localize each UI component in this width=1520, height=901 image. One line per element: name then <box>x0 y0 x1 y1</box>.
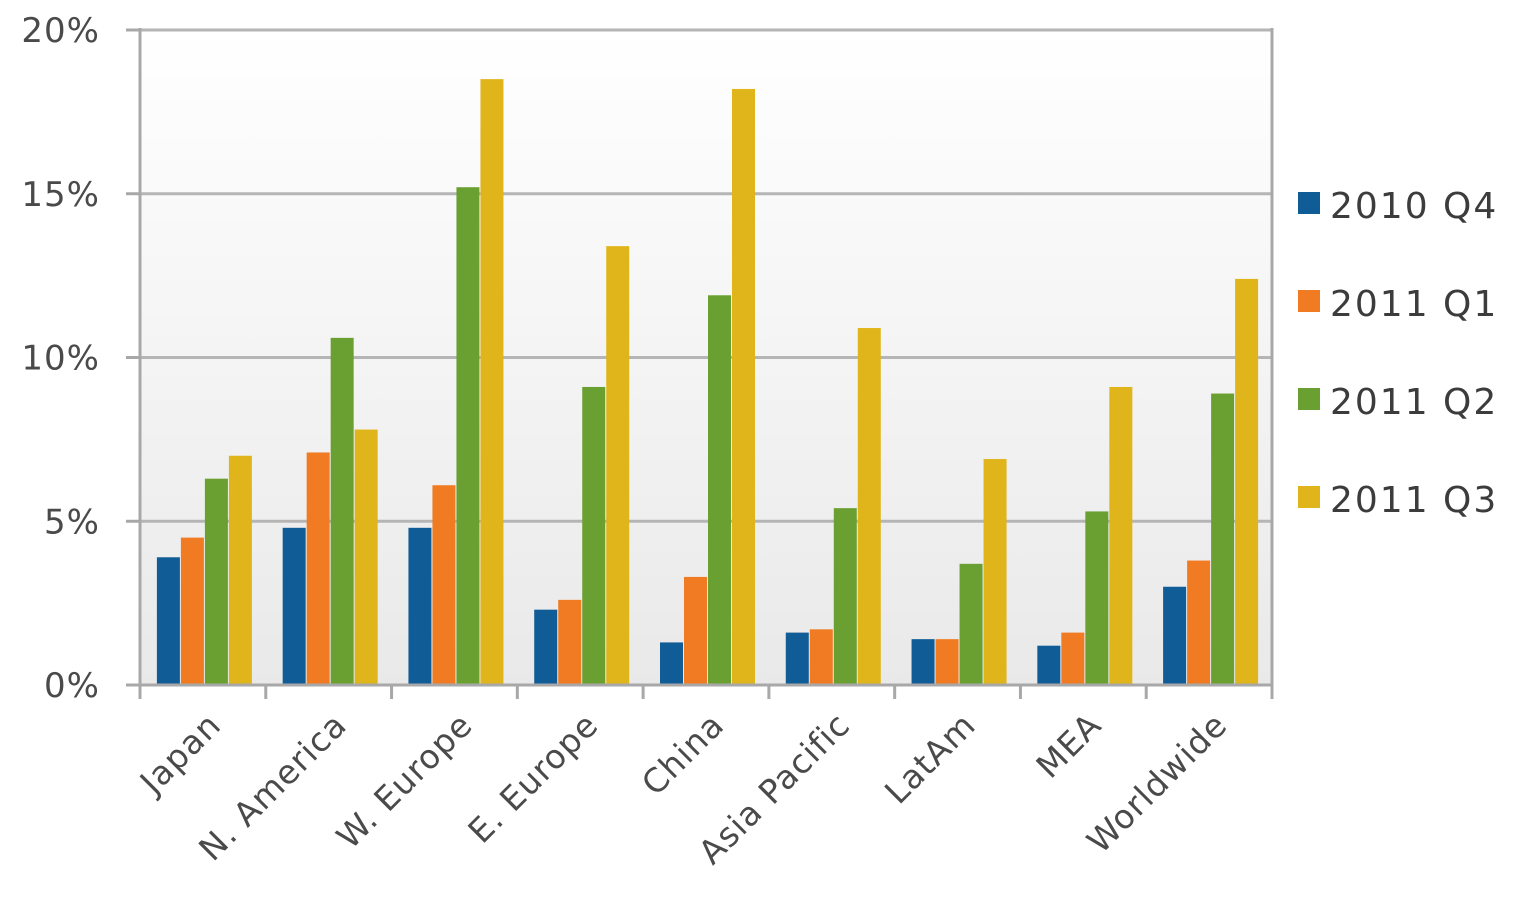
bar-worldwide-2010-q4 <box>1163 586 1187 685</box>
bar-mea-2011-q3 <box>1109 386 1133 685</box>
bar-latam-2011-q3 <box>983 459 1007 685</box>
bar-china-2011-q1 <box>684 576 707 685</box>
bar-n-america-2010-q4 <box>282 527 306 685</box>
legend-label-2011-q2: 2011 Q2 <box>1330 382 1498 423</box>
bar-e-europe-2010-q4 <box>534 609 558 685</box>
bar-china-2010-q4 <box>660 642 683 685</box>
bar-worldwide-2011-q3 <box>1235 278 1259 685</box>
bar-worldwide-2011-q1 <box>1187 560 1211 685</box>
y-tick-label-0: 0% <box>44 666 100 706</box>
y-axis-tick-labels: 0% 5% 10% 15% 20% <box>21 11 100 706</box>
x-tick-label-e-europe: E. Europe <box>460 705 606 851</box>
bar-w-europe-2011-q3 <box>480 79 504 685</box>
bar-japan-2011-q3 <box>228 455 252 685</box>
bar-worldwide-2011-q2 <box>1211 393 1235 685</box>
legend-swatch-2011-q2 <box>1298 388 1320 410</box>
bar-e-europe-2011-q1 <box>558 599 582 685</box>
legend-swatch-2011-q1 <box>1298 290 1320 312</box>
legend-swatch-2011-q3 <box>1298 486 1320 508</box>
legend-label-2010-q4: 2010 Q4 <box>1330 186 1498 227</box>
bar-n-america-2011-q1 <box>306 452 330 685</box>
y-tick-label-3: 15% <box>21 175 100 215</box>
bar-latam-2011-q2 <box>959 563 983 685</box>
bar-mea-2011-q1 <box>1061 632 1085 685</box>
bar-china-2011-q3 <box>732 88 755 685</box>
bar-asia-pacific-2010-q4 <box>785 632 809 685</box>
x-tick-label-latam: LatAm <box>877 705 983 811</box>
x-tick-label-china: China <box>634 705 732 803</box>
y-tick-label-2: 10% <box>21 339 100 379</box>
bar-mea-2011-q2 <box>1085 511 1109 685</box>
bar-n-america-2011-q3 <box>354 429 378 685</box>
legend-label-2011-q1: 2011 Q1 <box>1330 284 1498 325</box>
legend-swatch-2010-q4 <box>1298 192 1320 214</box>
bar-japan-2011-q2 <box>204 478 228 685</box>
bar-e-europe-2011-q3 <box>606 246 630 685</box>
bar-e-europe-2011-q2 <box>582 386 606 685</box>
bar-w-europe-2010-q4 <box>408 527 432 685</box>
x-tick-label-mea: MEA <box>1028 705 1109 786</box>
bar-china-2011-q2 <box>708 295 731 685</box>
legend: 2010 Q4 2011 Q1 2011 Q2 2011 Q3 <box>1298 186 1498 521</box>
x-tick-label-w-europe: W. Europe <box>329 705 480 856</box>
bar-asia-pacific-2011-q2 <box>833 508 857 685</box>
bar-w-europe-2011-q2 <box>456 187 480 685</box>
bar-asia-pacific-2011-q3 <box>857 328 881 685</box>
bar-n-america-2011-q2 <box>330 337 354 685</box>
bar-w-europe-2011-q1 <box>432 485 456 685</box>
axes <box>126 28 1274 699</box>
bar-latam-2010-q4 <box>911 639 935 685</box>
bars <box>156 79 1259 685</box>
legend-label-2011-q3: 2011 Q3 <box>1330 480 1498 521</box>
bar-latam-2011-q1 <box>935 639 959 685</box>
bar-japan-2010-q4 <box>156 557 180 685</box>
x-tick-label-japan: Japan <box>131 705 229 803</box>
bar-mea-2010-q4 <box>1037 645 1061 685</box>
y-tick-label-4: 20% <box>21 11 100 51</box>
bar-japan-2011-q1 <box>180 537 204 685</box>
bar-asia-pacific-2011-q1 <box>809 629 833 685</box>
y-tick-label-1: 5% <box>44 502 100 542</box>
